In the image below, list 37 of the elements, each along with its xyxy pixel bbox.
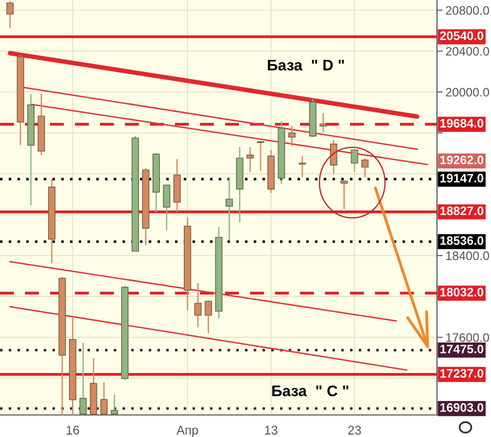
- candlestick: [204, 300, 212, 334]
- ref-line-label: 18032.0: [440, 288, 484, 296]
- candlestick: [298, 155, 306, 178]
- ref-line-label: 19684.0: [440, 118, 484, 128]
- candlestick: [79, 342, 87, 415]
- y-tick-label: 20400.0: [446, 47, 490, 56]
- x-tick-label: Апр: [176, 426, 198, 437]
- candlestick: [194, 282, 202, 328]
- candlestick: [162, 184, 170, 231]
- candlestick: [6, 0, 14, 29]
- ref-line-label: 20540.0: [440, 31, 484, 40]
- x-tick-label: 13: [265, 426, 278, 435]
- candlestick: [361, 158, 369, 178]
- candlestick: [110, 394, 118, 415]
- ref-line-label: 17237.0: [440, 369, 484, 378]
- y-tick-label: 20800.0: [446, 6, 490, 15]
- y-tick-label: 17600.0: [446, 333, 490, 342]
- ref-line-label: 16903.0: [440, 403, 484, 412]
- ref-line-label: 19147.0: [440, 174, 484, 182]
- x-tick-label: 16: [66, 426, 80, 435]
- candlestick: [340, 180, 348, 210]
- ref-line-label: 18536.0: [440, 236, 484, 245]
- ref-line-label: 18827.0: [440, 206, 484, 216]
- candlestick: [226, 176, 233, 241]
- candlestick: [100, 382, 108, 415]
- text: 19262.0: [440, 156, 484, 164]
- candlestick: [320, 112, 327, 133]
- x-tick-label: 23: [348, 426, 361, 435]
- annotation: База " D ": [268, 60, 344, 70]
- candlestick: [246, 146, 254, 173]
- y-tick-label: 18400.0: [446, 251, 490, 260]
- candlestick: [330, 139, 338, 175]
- y-tick-label: 20000.0: [446, 88, 490, 97]
- annotation: База " C ": [272, 385, 348, 396]
- candlestick: [350, 148, 358, 173]
- candlestick: [288, 125, 296, 147]
- ref-line-label: 17475.0: [440, 344, 484, 354]
